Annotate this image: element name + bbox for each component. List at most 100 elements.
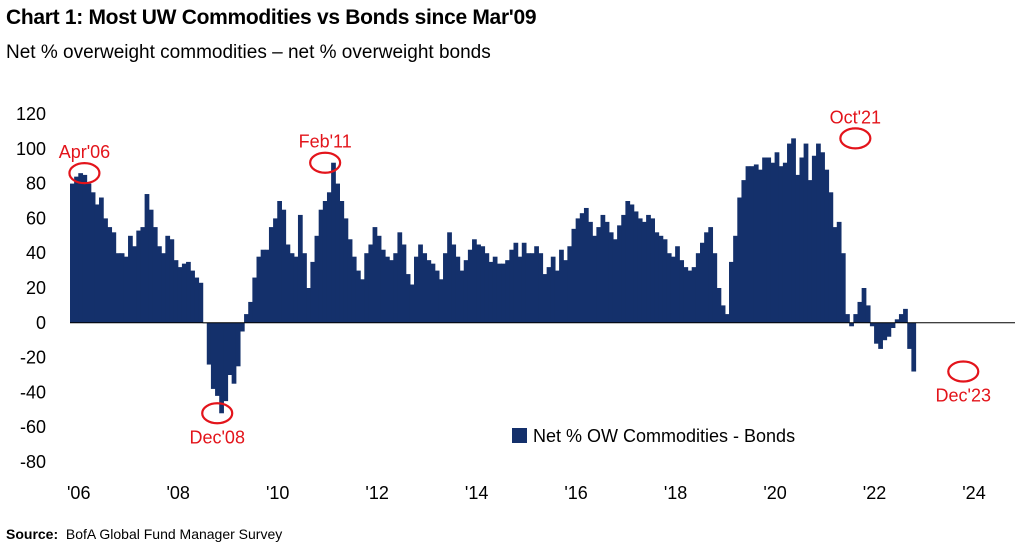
bar <box>741 180 747 323</box>
bar <box>111 232 117 323</box>
bar <box>438 279 444 323</box>
bar <box>712 253 718 323</box>
bar <box>78 173 84 323</box>
bar <box>219 322 224 414</box>
bar <box>401 244 407 323</box>
bar <box>177 267 183 323</box>
bar <box>148 209 154 323</box>
bar <box>907 322 912 349</box>
bar <box>811 155 817 323</box>
bar <box>559 249 564 323</box>
bar <box>724 314 730 323</box>
x-tick-label: '08 <box>166 483 189 503</box>
bar <box>447 232 452 323</box>
bar <box>650 218 655 323</box>
bar <box>683 267 689 323</box>
bar <box>277 201 282 323</box>
chart-title: Chart 1: Most UW Commodities vs Bonds si… <box>6 6 537 29</box>
bar <box>534 246 539 323</box>
bar <box>94 204 100 323</box>
annotation-label: Feb'11 <box>299 132 352 152</box>
bar <box>414 256 419 323</box>
bar <box>832 227 838 323</box>
bar <box>720 305 726 323</box>
bar <box>405 274 411 323</box>
bar <box>878 322 883 349</box>
bar <box>538 253 544 323</box>
bar <box>857 301 863 323</box>
bar <box>297 214 303 323</box>
bar <box>612 239 618 323</box>
bar <box>451 244 457 323</box>
y-tick-label: 100 <box>16 139 46 159</box>
annotation-circle <box>201 402 234 425</box>
bar <box>621 214 626 323</box>
bar <box>600 214 606 323</box>
legend: Net % OW Commodities - Bonds <box>512 426 795 446</box>
bar <box>314 235 320 323</box>
bar <box>459 270 465 323</box>
bar <box>128 235 133 323</box>
x-tick-label: '20 <box>763 483 786 503</box>
x-tick-label: '16 <box>564 483 587 503</box>
bar <box>231 322 237 384</box>
bar <box>302 253 307 323</box>
bar <box>803 143 809 323</box>
bar <box>778 166 784 323</box>
x-tick-label: '22 <box>863 483 886 503</box>
bar <box>289 253 295 323</box>
bar <box>198 282 204 323</box>
bar <box>256 256 262 323</box>
bar <box>501 263 506 323</box>
bar <box>637 218 643 323</box>
bar <box>393 253 399 323</box>
bar <box>749 166 755 323</box>
bar <box>194 277 200 323</box>
bar <box>840 253 846 323</box>
bar <box>227 322 233 375</box>
source-label: Source: <box>6 526 59 542</box>
bar <box>521 242 527 323</box>
bar <box>704 232 709 323</box>
bar <box>169 239 175 323</box>
y-tick-label: -20 <box>20 348 46 368</box>
bar <box>426 260 432 323</box>
bar <box>140 227 146 323</box>
annotation-label: Oct'21 <box>830 107 881 127</box>
bar <box>745 166 751 323</box>
bar <box>397 232 403 323</box>
bar <box>596 227 602 323</box>
bar <box>791 138 796 323</box>
bar <box>281 209 287 323</box>
bar <box>874 322 879 344</box>
bar <box>737 197 743 323</box>
bar <box>554 270 560 323</box>
y-tick-label: 40 <box>26 243 46 263</box>
bar <box>695 253 701 323</box>
bar <box>385 256 390 323</box>
bar <box>339 201 345 323</box>
bar <box>770 162 776 323</box>
bar <box>310 261 316 323</box>
bar <box>252 277 258 323</box>
annotation-circle <box>839 127 872 150</box>
bar <box>264 249 270 323</box>
x-tick-label: '10 <box>266 483 289 503</box>
bar <box>206 322 212 365</box>
bar <box>409 284 415 323</box>
x-tick-label: '06 <box>67 483 90 503</box>
chart-subtitle: Net % overweight commodities – net % ove… <box>6 42 491 63</box>
bar <box>368 244 374 323</box>
bar <box>273 218 278 323</box>
legend-label: Net % OW Commodities - Bonds <box>533 426 795 446</box>
bar <box>430 263 436 323</box>
y-tick-label: 80 <box>26 174 46 194</box>
bar <box>530 253 535 323</box>
bar <box>886 322 892 337</box>
bar <box>911 322 917 372</box>
legend-swatch <box>512 428 527 443</box>
bar <box>646 214 651 323</box>
bar <box>633 211 639 323</box>
bar <box>700 242 705 323</box>
